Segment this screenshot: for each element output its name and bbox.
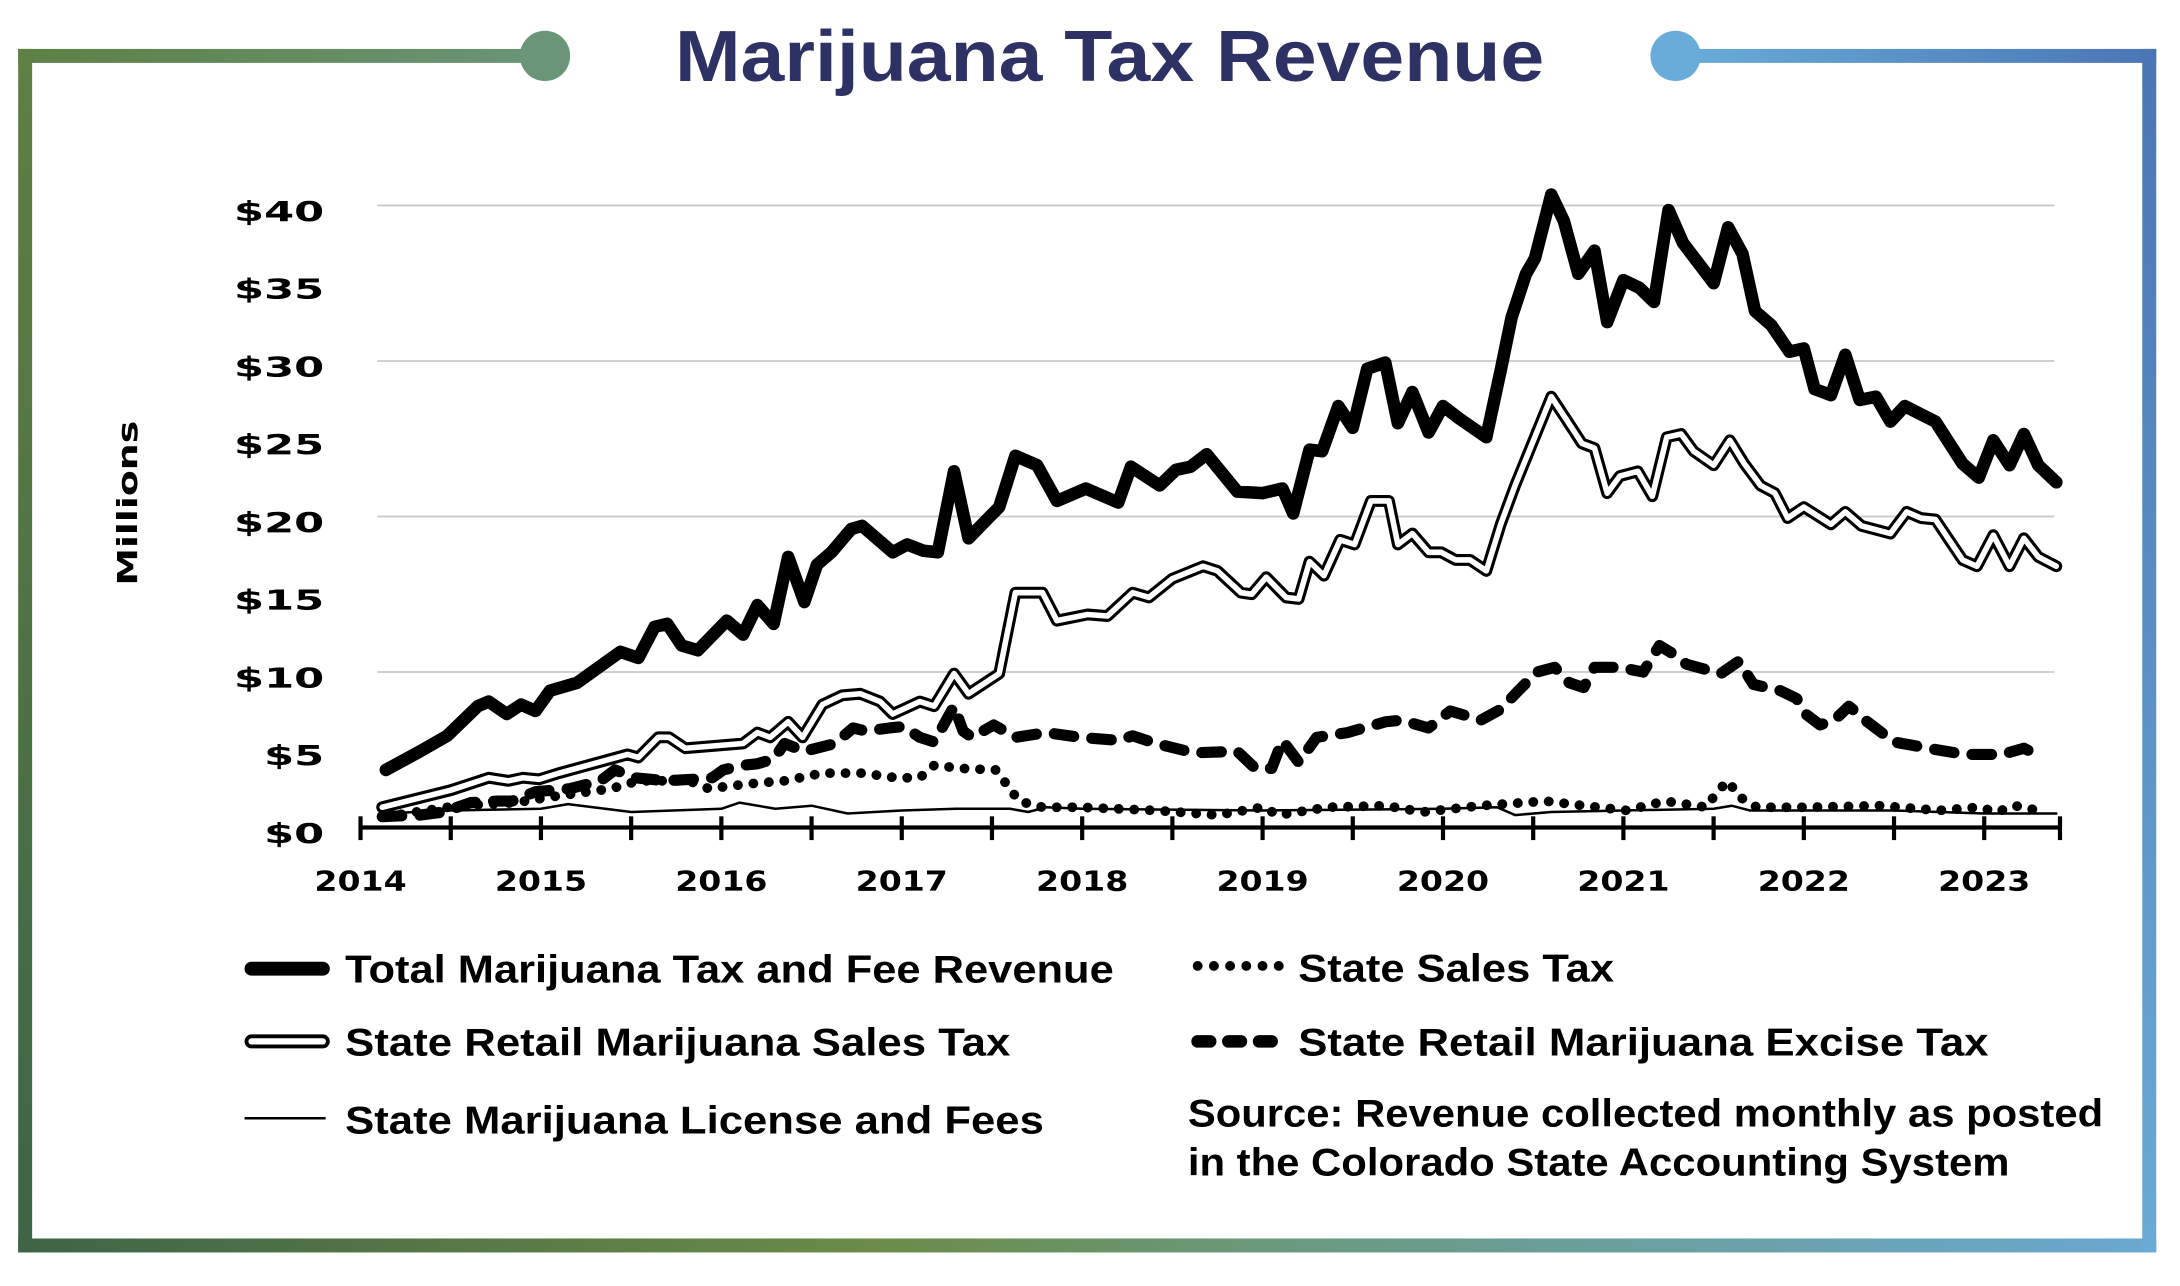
y-tick-label: $0 [264, 817, 324, 850]
y-tick-label: $10 [234, 661, 324, 694]
y-tick-label: $30 [234, 350, 324, 383]
series-lines [376, 188, 2063, 823]
y-tick-label: $20 [234, 506, 324, 539]
legend-label-excise-tax: State Retail Marijuana Excise Tax [1298, 1021, 1989, 1064]
y-axis-tick-labels: $0 $5 $10 $15 $20 $25 $30 $35 $40 [234, 195, 324, 850]
y-tick-label: $25 [234, 428, 324, 461]
series-line-state-retail-marijuana-excise-tax [376, 639, 2043, 823]
legend-label-license-fees: State Marijuana License and Fees [345, 1100, 1044, 1143]
frame-bottom [18, 1238, 2157, 1253]
x-tick-label: 2021 [1577, 864, 1669, 897]
x-tick-label: 2023 [1938, 864, 2030, 897]
y-tick-label: $40 [234, 195, 324, 228]
source-note-line2: in the Colorado State Accounting System [1188, 1142, 2010, 1185]
decorative-frame [18, 30, 2157, 1253]
legend: Total Marijuana Tax and Fee Revenue Stat… [244, 947, 2103, 1185]
series-line-total-marijuana-tax-and-fee-revenue [379, 188, 2063, 777]
frame-top-right [1675, 48, 2157, 63]
series-line-state-retail-marijuana-sales-tax-inner [379, 393, 2060, 811]
x-tick-label: 2019 [1216, 864, 1308, 897]
legend-label-state-sales-tax: State Sales Tax [1298, 947, 1614, 990]
series-line-state-marijuana-license-and-fees [380, 801, 2058, 817]
x-tick-label: 2017 [856, 864, 948, 897]
frame-left [18, 48, 33, 1253]
x-tick-label: 2018 [1036, 864, 1128, 897]
x-tick-label: 2014 [314, 864, 406, 897]
y-tick-label: $35 [234, 273, 324, 306]
x-axis [358, 816, 2063, 841]
legend-item-retail-sales-tax: State Retail Marijuana Sales Tax [244, 1021, 1011, 1064]
chart-title: Marijuana Tax Revenue [675, 16, 1544, 97]
x-tick-label: 2016 [675, 864, 767, 897]
y-tick-label: $15 [234, 584, 324, 617]
source-note-line1: Source: Revenue collected monthly as pos… [1188, 1093, 2103, 1136]
y-axis-label: Millions [111, 421, 144, 586]
legend-label-retail-sales-tax: State Retail Marijuana Sales Tax [345, 1021, 1010, 1064]
frame-dot-green [519, 30, 571, 82]
frame-right [2142, 48, 2157, 1253]
x-axis-tick-labels: 2014 2015 2016 2017 2018 2019 2020 2021 2022 2023 [314, 864, 2030, 897]
frame-dot-blue [1650, 30, 1701, 82]
legend-item-excise-tax: State Retail Marijuana Excise Tax [1191, 1021, 1989, 1064]
gridlines [377, 204, 2055, 673]
x-tick-label: 2022 [1758, 864, 1850, 897]
legend-item-total: Total Marijuana Tax and Fee Revenue [244, 949, 1114, 992]
legend-item-state-sales-tax: State Sales Tax [1192, 947, 1614, 990]
series-line-state-retail-marijuana-sales-tax [376, 390, 2063, 814]
y-tick-label: $5 [264, 739, 324, 772]
x-tick-label: 2015 [495, 864, 587, 897]
x-tick-label: 2020 [1397, 864, 1489, 897]
frame-top-left [18, 48, 547, 63]
legend-label-total: Total Marijuana Tax and Fee Revenue [345, 949, 1114, 992]
legend-item-license-fees: State Marijuana License and Fees [244, 1100, 1044, 1143]
